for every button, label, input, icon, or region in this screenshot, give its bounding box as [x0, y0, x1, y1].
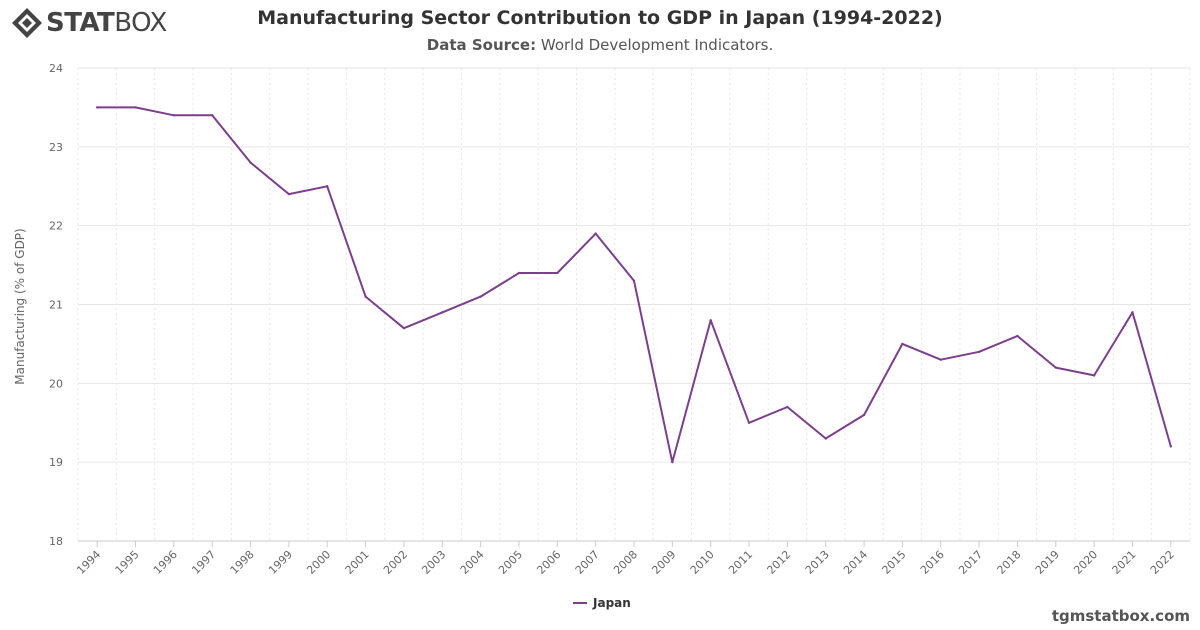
data-point — [824, 437, 827, 440]
y-tick-label: 19 — [49, 456, 63, 469]
x-tick-label: 2014 — [841, 548, 870, 577]
data-point — [1092, 374, 1096, 377]
series-line-japan — [97, 106, 1172, 464]
x-tick-label: 2005 — [496, 548, 525, 577]
data-point — [1016, 334, 1019, 338]
data-point — [517, 271, 521, 275]
subtitle-label: Data Source: — [426, 36, 537, 54]
data-point — [901, 342, 904, 346]
data-point — [632, 279, 636, 283]
y-tick-label: 18 — [49, 535, 63, 548]
legend-layer: Japan — [573, 596, 631, 610]
y-tick-label: 23 — [49, 141, 63, 154]
data-point — [786, 405, 789, 409]
x-tick-label: 2010 — [688, 548, 717, 577]
x-tick-label: 2019 — [1033, 548, 1062, 577]
x-tick-label: 2013 — [803, 548, 832, 577]
logo-text-bold: STAT — [46, 8, 115, 38]
data-point — [402, 326, 406, 330]
x-tick-label: 2020 — [1071, 548, 1100, 577]
x-tick-label: 1999 — [266, 548, 295, 577]
grid-layer — [77, 67, 1191, 542]
series-layer — [95, 106, 1173, 464]
data-point — [671, 460, 674, 464]
logo-text-light: BOX — [114, 8, 167, 38]
x-tick-label: 1996 — [151, 548, 180, 577]
x-tick-label: 1994 — [74, 548, 103, 577]
x-tick-label: 2018 — [995, 548, 1024, 577]
x-tick-label: 2004 — [458, 548, 487, 577]
x-tick-label: 1998 — [228, 548, 257, 577]
data-point — [364, 295, 367, 298]
x-tick-label: 2003 — [419, 548, 448, 577]
chart-title: Manufacturing Sector Contribution to GDP… — [257, 7, 943, 29]
x-tick-label: 2012 — [765, 548, 794, 577]
x-tick-label: 2000 — [304, 548, 333, 577]
data-point — [1169, 445, 1173, 448]
x-tick-label: 2017 — [956, 548, 985, 577]
data-point — [479, 295, 482, 298]
x-tick-label: 2009 — [649, 548, 678, 577]
x-tick-label: 2011 — [726, 548, 755, 577]
x-tick-label: 2007 — [573, 548, 602, 577]
data-point — [211, 114, 214, 117]
data-point — [939, 358, 942, 361]
x-tick-label: 2021 — [1110, 548, 1139, 577]
data-point — [249, 161, 252, 164]
data-point — [326, 185, 329, 188]
chart-subtitle: Data Source: World Development Indicator… — [0, 36, 1200, 54]
data-point — [1054, 366, 1057, 369]
data-point — [95, 106, 99, 109]
y-tick-label: 22 — [49, 220, 63, 233]
y-axis-title: Manufacturing (% of GDP) — [13, 228, 27, 384]
statbox-logo: STATBOX — [10, 6, 167, 40]
y-tick-label: 20 — [49, 377, 63, 390]
data-point — [862, 413, 866, 417]
y-tick-label: 21 — [49, 299, 63, 312]
x-tick-label: 2016 — [918, 548, 947, 577]
data-point — [977, 350, 981, 353]
x-tick-label: 1995 — [113, 548, 142, 577]
data-point — [441, 311, 444, 314]
y-tick-label: 24 — [49, 62, 63, 75]
legend-item-japan: Japan — [592, 596, 631, 610]
data-point — [747, 421, 751, 424]
logo-wordmark: STATBOX — [46, 6, 167, 40]
subtitle-value: World Development Indicators. — [540, 36, 774, 54]
data-point — [172, 114, 176, 117]
data-point — [1131, 311, 1134, 314]
data-point — [556, 271, 559, 275]
footer-site-url: tgmstatbox.com — [1051, 607, 1190, 625]
x-tick-label: 2008 — [611, 548, 640, 577]
data-point — [709, 319, 712, 322]
x-tick-label: 2001 — [343, 548, 372, 577]
x-tick-label: 1997 — [189, 548, 218, 577]
data-point — [594, 232, 597, 235]
x-tick-label: 2015 — [880, 548, 909, 577]
x-tick-label: 2006 — [534, 548, 563, 577]
x-tick-label: 2022 — [1148, 548, 1177, 577]
data-point — [134, 106, 137, 109]
statbox-logo-icon — [12, 8, 42, 38]
data-point — [287, 192, 291, 196]
x-tick-label: 2002 — [381, 548, 410, 577]
